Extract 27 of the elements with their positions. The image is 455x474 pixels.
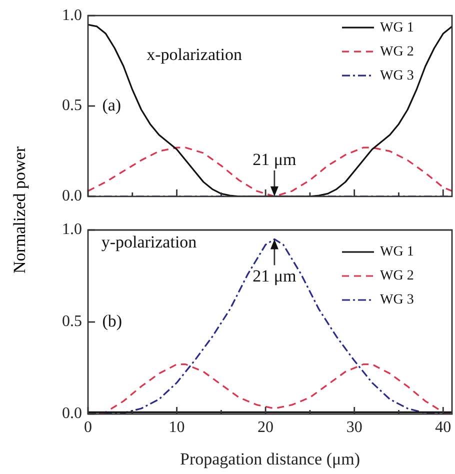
y-tick-label: 0.0 bbox=[62, 405, 82, 422]
annotation: (a) bbox=[102, 95, 122, 114]
x-tick-label: 20 bbox=[258, 419, 274, 436]
legend-label: WG 3 bbox=[380, 68, 414, 84]
legend-label: WG 3 bbox=[380, 292, 414, 308]
legend-label: WG 2 bbox=[380, 44, 414, 60]
legend-label: WG 1 bbox=[380, 244, 414, 260]
x-tick-label: 0 bbox=[84, 419, 92, 436]
annotation: (b) bbox=[102, 311, 122, 330]
y-tick-label: 0.5 bbox=[62, 97, 82, 114]
line-series bbox=[88, 146, 452, 196]
annotation: 21 μm bbox=[252, 150, 296, 169]
legend-label: WG 1 bbox=[380, 20, 414, 36]
y-axis-title: Normalized power bbox=[10, 146, 30, 276]
y-tick-label: 1.0 bbox=[62, 6, 82, 24]
x-tick-label: 30 bbox=[346, 419, 362, 436]
y-tick-label: 0.0 bbox=[62, 188, 82, 205]
annotation: x-polarization bbox=[146, 44, 242, 64]
legend-label: WG 2 bbox=[380, 268, 414, 284]
x-tick-label: 10 bbox=[168, 419, 185, 436]
y-tick-label: 1.0 bbox=[62, 221, 82, 238]
annotation: 21 μm bbox=[252, 266, 296, 286]
x-tick-label: 40 bbox=[435, 419, 452, 436]
annotation: y-polarization bbox=[101, 232, 198, 252]
x-axis-title: Propagation distance (μm) bbox=[180, 449, 360, 468]
y-tick-label: 0.5 bbox=[62, 313, 82, 330]
line-series bbox=[88, 364, 452, 414]
